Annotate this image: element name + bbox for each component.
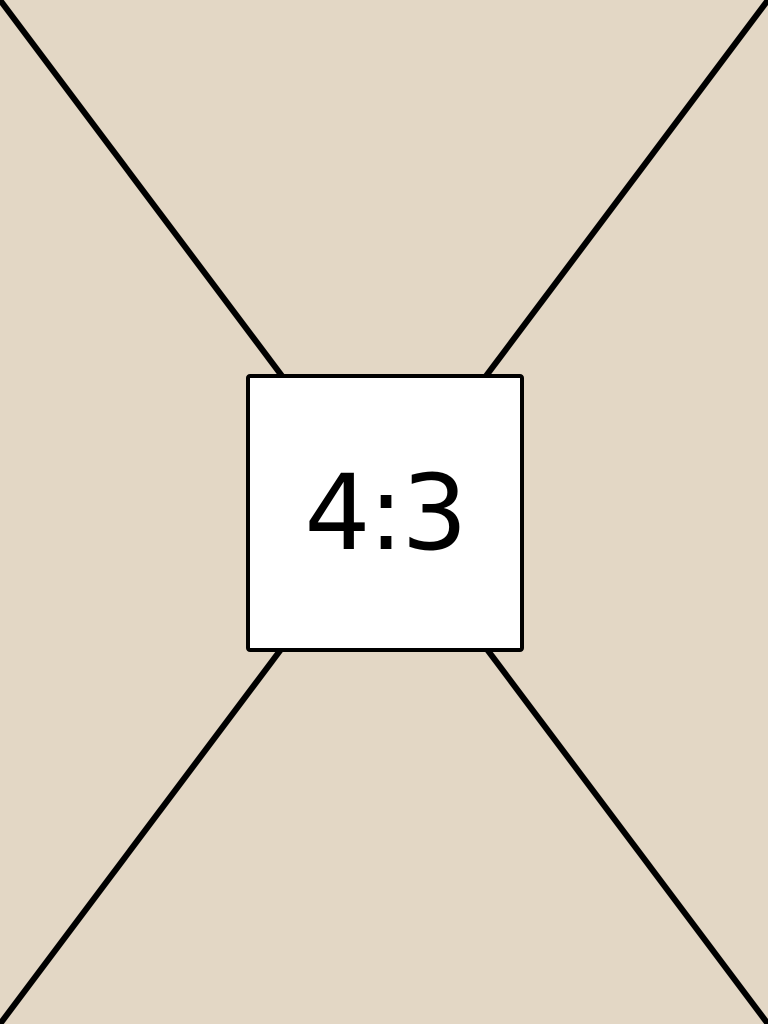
- ratio-label-box: 4:3: [246, 374, 524, 652]
- aspect-ratio-label: 4:3: [304, 452, 467, 574]
